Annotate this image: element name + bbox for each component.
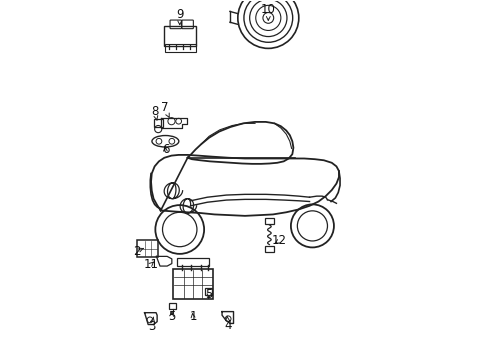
Bar	[169, 303, 176, 309]
Text: 5: 5	[205, 288, 213, 301]
Text: 5: 5	[168, 310, 175, 324]
Text: 10: 10	[261, 3, 276, 21]
Text: 12: 12	[271, 234, 287, 247]
Bar	[265, 246, 274, 252]
Text: 8: 8	[151, 105, 158, 121]
Text: 7: 7	[161, 101, 169, 117]
Text: 11: 11	[144, 258, 159, 271]
Bar	[265, 219, 274, 224]
Text: 4: 4	[224, 316, 232, 332]
Text: 3: 3	[148, 317, 155, 333]
Text: 1: 1	[189, 310, 197, 324]
Bar	[205, 288, 212, 295]
Text: 2: 2	[133, 244, 144, 257]
Bar	[154, 120, 163, 127]
Text: 9: 9	[176, 8, 183, 25]
Text: 6: 6	[162, 143, 169, 156]
